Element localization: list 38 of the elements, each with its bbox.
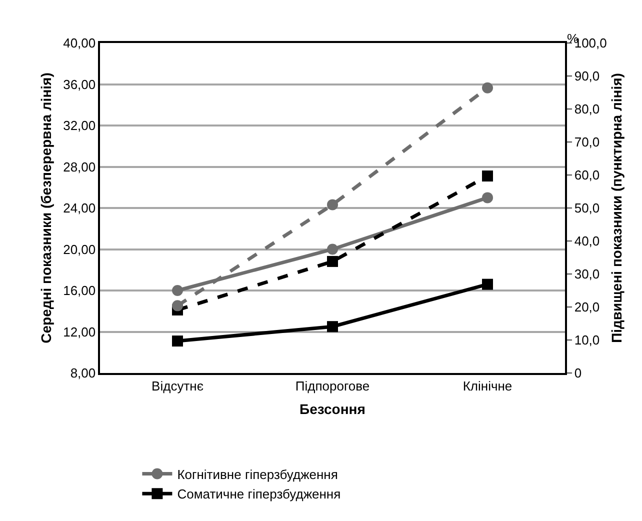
y-tick-label: 8,00 [70, 366, 96, 381]
x-tick-label: Відсутнє [152, 378, 204, 394]
y2-tick-label: 0 [574, 366, 582, 381]
y2-axis-title: Підвищені показники (пунктирна лінія) [608, 73, 625, 343]
point [482, 278, 493, 290]
x-tick-label: Підпорогове [295, 378, 370, 394]
point [327, 256, 338, 267]
legend-label: Когнітивне гіперзбудження [177, 466, 338, 482]
point [482, 82, 493, 94]
y2-tick-label: 20,0 [574, 300, 600, 315]
y-axis-title: Середні показники (безперервна лінія) [38, 72, 54, 344]
y2-tick-label: 10,0 [574, 332, 600, 348]
y2-tick-label: 70,0 [574, 134, 600, 150]
y-tick-label: 12,00 [63, 324, 96, 340]
point [172, 300, 183, 312]
y-tick-label: 20,00 [63, 242, 96, 257]
point [482, 192, 493, 204]
y2-tick-label: 60,0 [574, 168, 600, 183]
x-tick-label: Клінічне [462, 378, 512, 394]
point [172, 336, 183, 347]
y-tick-label: 24,00 [63, 200, 96, 216]
legend-label: Соматичне гіперзбудження [177, 486, 341, 502]
y-tick-label: 28,00 [63, 159, 96, 174]
point [482, 170, 493, 182]
point [327, 321, 338, 332]
y2-tick-label: 90,0 [574, 68, 600, 84]
y-tick-label: 36,00 [63, 76, 96, 92]
y-tick-label: 40,00 [63, 36, 96, 51]
point [327, 244, 338, 255]
y2-tick-label: 50,0 [574, 200, 600, 216]
x-axis-title: Безсоння [300, 401, 366, 418]
point [172, 285, 183, 296]
y-tick-label: 32,00 [63, 118, 96, 134]
point [327, 199, 338, 210]
y-tick-label: 16,00 [63, 283, 96, 298]
y2-tick-label: 80,0 [574, 102, 600, 117]
y2-tick-label: 40,0 [574, 234, 600, 249]
y2-tick-label: 30,0 [574, 266, 600, 282]
